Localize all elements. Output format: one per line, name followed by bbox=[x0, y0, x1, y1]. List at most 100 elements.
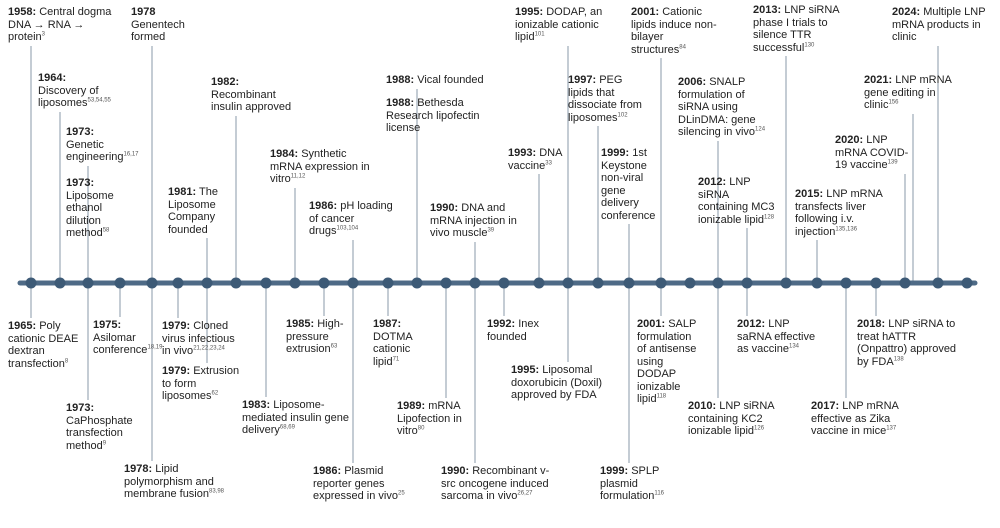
timeline-event: 1990: Recombinant v-src oncogene induced… bbox=[441, 465, 563, 503]
event-description: Genentech formed bbox=[131, 18, 185, 44]
event-reference: 83,98 bbox=[209, 488, 225, 495]
event-year: 1983: bbox=[242, 399, 271, 411]
timeline-dot bbox=[899, 277, 911, 289]
timeline-event: 2001: Cationic lipids induce non-bilayer… bbox=[631, 6, 721, 56]
timeline-event: 1965: Poly cationic DEAE dextran transfe… bbox=[8, 320, 86, 370]
event-year: 1973: bbox=[66, 126, 95, 138]
event-year: 2001: bbox=[631, 6, 660, 18]
event-year: 2012: bbox=[737, 318, 766, 330]
event-year: 2018: bbox=[857, 318, 886, 330]
event-description: Multiple LNP mRNA products in clinic bbox=[892, 6, 986, 43]
timeline-dot bbox=[146, 277, 158, 289]
event-year: 1992: bbox=[487, 318, 516, 330]
event-year: 1958: bbox=[8, 6, 37, 18]
event-year: 1978: bbox=[124, 463, 153, 475]
event-reference: 71 bbox=[392, 355, 400, 362]
timeline-dot bbox=[25, 277, 37, 289]
event-reference: 11,12 bbox=[290, 173, 306, 180]
event-reference: 84 bbox=[679, 43, 686, 50]
timeline-event: 1995: DODAP, an ionizable cationic lipid… bbox=[515, 6, 603, 44]
event-description: Recombinant v-src oncogene induced sarco… bbox=[441, 465, 550, 502]
event-description: Plasmid reporter genes expressed in vivo bbox=[313, 465, 398, 502]
event-reference: 39 bbox=[487, 227, 495, 234]
event-reference: 3 bbox=[41, 31, 45, 38]
timeline-event: 1982: Recombinant insulin approved bbox=[211, 76, 295, 114]
timeline-dot bbox=[780, 277, 792, 289]
timeline-dot bbox=[712, 277, 724, 289]
timeline-dot bbox=[684, 277, 696, 289]
event-description: pH loading of cancer drugs bbox=[309, 200, 393, 237]
event-description: Asilomar conference bbox=[93, 331, 148, 357]
timeline-event: 1981: The Liposome Company founded bbox=[168, 186, 230, 236]
timeline-dot bbox=[54, 277, 66, 289]
event-reference: 134 bbox=[788, 343, 799, 350]
event-year: 1995: bbox=[511, 364, 540, 376]
event-description: SALP formulation of antisense using DODA… bbox=[637, 318, 697, 405]
event-reference: 138 bbox=[893, 355, 904, 362]
event-description: DNA vaccine bbox=[508, 147, 562, 172]
event-reference: 137 bbox=[886, 425, 897, 432]
timeline-event: 1964: Discovery of liposomes53,54,55 bbox=[38, 72, 111, 110]
event-reference: 126 bbox=[754, 425, 765, 432]
event-year: 1973: bbox=[66, 402, 95, 414]
event-description: 1st Keystone non-viral gene delivery con… bbox=[601, 147, 656, 222]
event-year: 1988: bbox=[386, 74, 415, 86]
event-description: Liposome-mediated insulin gene delivery bbox=[242, 399, 350, 436]
timeline-dot bbox=[469, 277, 481, 289]
event-reference: 53,54,55 bbox=[87, 97, 111, 104]
timeline-event: 2006: SNALP formulation of siRNA using D… bbox=[678, 76, 778, 139]
event-description: LNP mRNA transfects liver following i.v.… bbox=[795, 188, 883, 238]
timeline-event: 2015: LNP mRNA transfects liver followin… bbox=[795, 188, 895, 238]
event-reference: 156 bbox=[888, 99, 899, 106]
event-description: LNP saRNA effective as vaccine bbox=[737, 318, 816, 355]
event-description: DNA and mRNA injection in vivo muscle bbox=[430, 202, 517, 239]
event-year: 1984: bbox=[270, 148, 299, 160]
event-description: Vical founded bbox=[417, 74, 484, 86]
connector-lines bbox=[30, 46, 939, 463]
event-year: 2006: bbox=[678, 76, 707, 88]
event-description: Lipid polymorphism and membrane fusion bbox=[124, 463, 214, 500]
timeline-dot bbox=[411, 277, 423, 289]
timeline-event: 1973: CaPhosphate transfection method9 bbox=[66, 402, 142, 452]
event-reference: 102 bbox=[617, 111, 628, 118]
timeline-event: 1973: Liposome ethanol dilution method58 bbox=[66, 177, 116, 240]
timeline-event: 1988: Bethesda Research lipofectin licen… bbox=[386, 97, 492, 135]
event-year: 2017: bbox=[811, 400, 840, 412]
event-reference: 135,136 bbox=[835, 225, 858, 232]
timeline-event: 1992: Inex founded bbox=[487, 318, 547, 343]
timeline-dot bbox=[289, 277, 301, 289]
timeline-dot bbox=[870, 277, 882, 289]
event-year: 1997: bbox=[568, 74, 597, 86]
event-reference: 116 bbox=[654, 490, 664, 497]
event-reference: 103,104 bbox=[336, 225, 359, 232]
event-description: PEG lipids that dissociate from liposome… bbox=[568, 74, 642, 124]
timeline-dot bbox=[533, 277, 545, 289]
event-reference: 63 bbox=[330, 343, 338, 350]
timeline-dot bbox=[932, 277, 944, 289]
event-description: LNP mRNA gene editing in clinic bbox=[864, 74, 952, 111]
timeline-event: 1997: PEG lipids that dissociate from li… bbox=[568, 74, 648, 124]
timeline-event: 1993: DNA vaccine33 bbox=[508, 147, 568, 172]
timeline-event: 2018: LNP siRNA to treat hATTR (Onpattro… bbox=[857, 318, 967, 368]
event-year: 1973: bbox=[66, 177, 95, 189]
event-year: 1979: bbox=[162, 320, 191, 332]
timeline-dot bbox=[230, 277, 242, 289]
event-reference: 80 bbox=[417, 425, 425, 432]
event-description: The Liposome Company founded bbox=[168, 186, 218, 236]
event-description: Inex founded bbox=[487, 318, 539, 343]
event-description: LNP mRNA COVID-19 vaccine bbox=[835, 134, 909, 171]
timeline-event: 1986: Plasmid reporter genes expressed i… bbox=[313, 465, 417, 503]
event-description: Recombinant insulin approved bbox=[211, 88, 292, 114]
event-year: 2021: bbox=[864, 74, 893, 86]
event-year: 2024: bbox=[892, 6, 921, 18]
timeline-dot bbox=[440, 277, 452, 289]
timeline-dot bbox=[498, 277, 510, 289]
event-reference: 26,27 bbox=[517, 490, 533, 497]
timeline-event: 1984: Synthetic mRNA expression in vitro… bbox=[270, 148, 374, 186]
event-description: LNP siRNA containing KC2 ionizable lipid bbox=[688, 400, 775, 437]
event-reference: 128 bbox=[764, 213, 775, 220]
event-reference: 18,19 bbox=[147, 344, 163, 351]
event-description: LNP siRNA containing MC3 ionizable lipid bbox=[698, 176, 775, 226]
event-year: 1964: bbox=[38, 72, 67, 84]
